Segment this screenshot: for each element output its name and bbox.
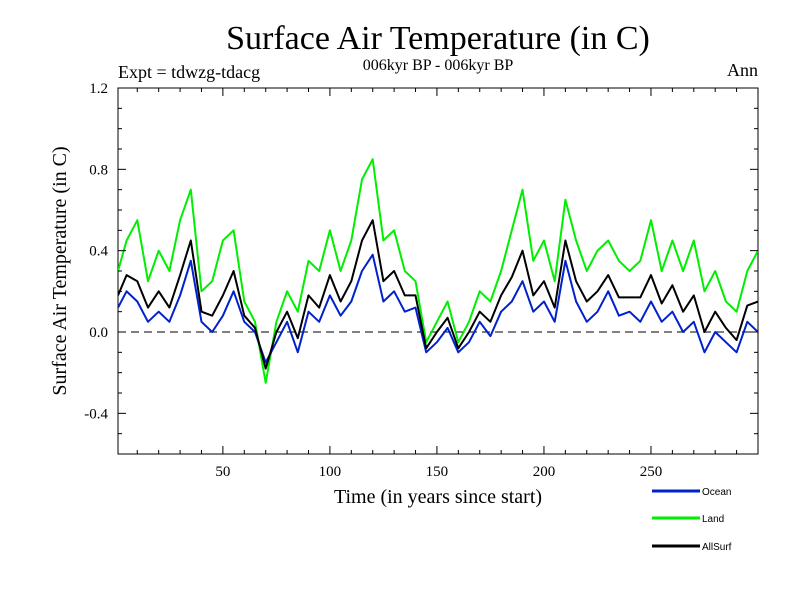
y-tick-label: 0.0 [89, 325, 108, 341]
x-tick-label: 150 [426, 464, 449, 480]
plot-area: 50 100 150 200 250 -0.4 0.0 0.4 0.8 1.2 [84, 81, 759, 480]
season-label: Ann [727, 60, 758, 80]
legend: Ocean Land AllSurf [652, 487, 732, 553]
x-axis-label: Time (in years since start) [334, 486, 542, 508]
chart-subtitle: 006kyr BP - 006kyr BP [363, 57, 514, 74]
series-group [118, 158, 758, 384]
series-line-allsurf [118, 219, 758, 370]
expt-label: Expt = tdwzg-tdacg [118, 62, 260, 82]
series-line-ocean [118, 253, 758, 364]
y-tick-label: 1.2 [89, 81, 108, 97]
y-tick-label: -0.4 [84, 406, 108, 422]
y-tick-label: 0.4 [89, 244, 108, 260]
legend-label-land: Land [702, 514, 724, 525]
legend-label-ocean: Ocean [702, 487, 731, 498]
x-tick-label: 200 [533, 464, 556, 480]
x-axis-ticks: 50 100 150 200 250 [136, 88, 738, 480]
chart-title: Surface Air Temperature (in C) [226, 20, 650, 57]
x-tick-label: 250 [640, 464, 663, 480]
x-tick-label: 50 [215, 464, 230, 480]
series-line-land [118, 158, 758, 384]
y-axis-ticks: -0.4 0.0 0.4 0.8 1.2 [84, 81, 758, 435]
legend-label-allsurf: AllSurf [702, 542, 732, 553]
y-tick-label: 0.8 [89, 162, 108, 178]
y-axis-label: Surface Air Temperature (in C) [49, 146, 71, 395]
x-tick-label: 100 [319, 464, 342, 480]
